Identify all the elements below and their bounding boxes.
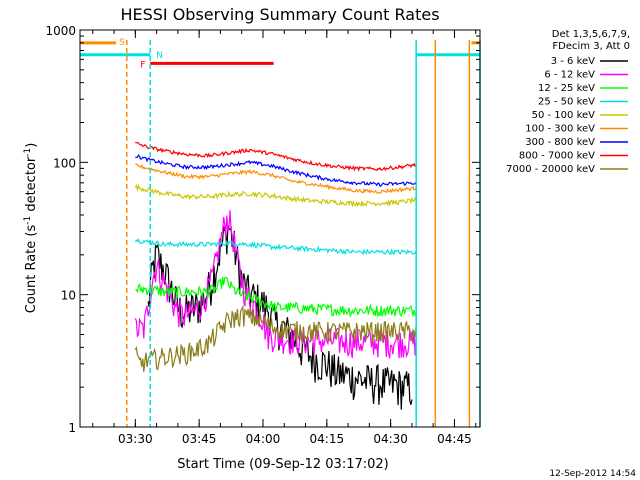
x-tick-label: 04:15 xyxy=(310,432,345,446)
legend-label: 300 - 800 keV xyxy=(525,137,595,148)
legend-label: 800 - 7000 keV xyxy=(519,151,595,162)
x-axis-label: Start Time (09-Sep-12 03:17:02) xyxy=(177,457,388,472)
legend-header: Det 1,3,5,6,7,9, xyxy=(552,29,630,40)
series-line xyxy=(134,237,417,256)
legend-label: 100 - 300 keV xyxy=(525,124,595,135)
legend-label: 6 - 12 keV xyxy=(544,70,595,81)
y-axis-label-base: Count Rate (s xyxy=(24,225,39,314)
y-axis-label-sup1: -1 xyxy=(23,216,33,225)
attenuator-flags: S N F xyxy=(80,38,480,70)
series-line xyxy=(135,154,417,187)
chart-title: HESSI Observing Summary Count Rates xyxy=(120,5,439,24)
series-line xyxy=(134,184,417,208)
series-line xyxy=(147,224,413,410)
legend-header: FDecim 3, Att 0 xyxy=(552,41,630,52)
axes: 03:30 03:45 04:00 04:15 04:30 04:45 1 10 100 1000 xyxy=(45,24,480,446)
legend-label: 3 - 6 keV xyxy=(551,56,595,67)
series-line xyxy=(135,141,417,172)
series-layer xyxy=(134,141,417,410)
series-line xyxy=(135,163,417,194)
y-tick-label: 1000 xyxy=(45,24,76,38)
y-axis-label-sup2: -1 xyxy=(23,148,33,157)
y-tick-label: 100 xyxy=(53,156,76,170)
legend-label: 7000 - 20000 keV xyxy=(506,164,595,175)
y-axis-label-mid: detector xyxy=(24,156,39,216)
x-tick-label: 04:00 xyxy=(246,432,281,446)
x-tick-label: 04:30 xyxy=(373,432,408,446)
footer-timestamp: 12-Sep-2012 14:54 xyxy=(549,469,636,479)
x-tick-label: 03:30 xyxy=(118,432,153,446)
flag-label: N xyxy=(156,51,163,61)
plot-frame xyxy=(79,29,481,428)
y-axis-label-end: ) xyxy=(24,143,39,148)
y-tick-label: 1 xyxy=(68,421,76,435)
x-tick-label: 03:45 xyxy=(182,432,217,446)
flag-label: F xyxy=(140,60,145,70)
legend-label: 50 - 100 keV xyxy=(532,110,596,121)
x-tick-label: 04:45 xyxy=(437,432,472,446)
flag-label: S xyxy=(119,38,125,48)
y-tick-label: 10 xyxy=(61,289,76,303)
legend: Det 1,3,5,6,7,9,FDecim 3, Att 0 3 - 6 keV… xyxy=(506,29,630,175)
y-axis-label: Count Rate (s-1 detector-1) xyxy=(23,143,39,314)
legend-label: 25 - 50 keV xyxy=(538,97,595,108)
series-line xyxy=(135,276,417,319)
legend-label: 12 - 25 keV xyxy=(538,83,595,94)
series-line xyxy=(134,304,417,373)
